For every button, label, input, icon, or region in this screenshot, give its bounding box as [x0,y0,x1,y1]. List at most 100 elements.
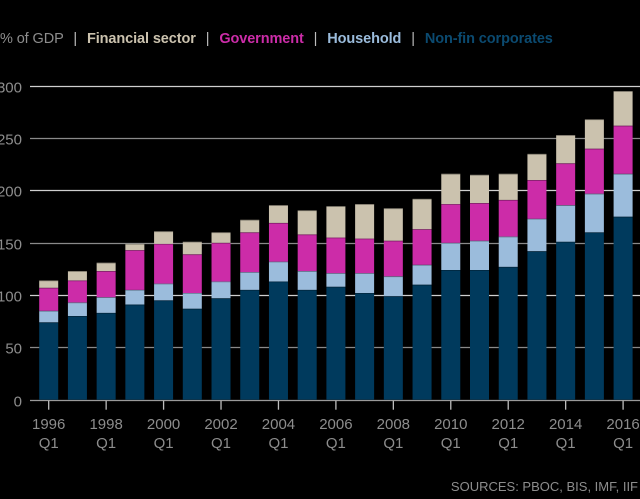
bar-segment-non-fin-corporates [96,312,116,400]
legend-item-non-fin-corporates: Non-fin corporates [424,31,553,47]
bar-segment-household [268,261,288,282]
x-tick-label-year: 2006 [319,416,352,433]
x-tick-label-year: 2012 [492,416,525,433]
bar-segment-government [39,287,59,311]
bar-segment-financial-sector [584,119,604,149]
bar-segment-financial-sector [470,174,489,204]
legend-unit-label: % of GDP [0,31,64,47]
y-axis-ticks: 0 50 100 150 200 250 300 [0,80,22,411]
bar-segment-non-fin-corporates [154,300,174,400]
bar-segment-household [96,297,116,313]
x-axis: 1996 Q1 1998 Q1 2000 Q1 2002 Q1 2004 Q1 2006 Q1 2008… [32,400,640,452]
bar-segment-financial-sector [96,262,116,272]
bar-segment-non-fin-corporates [39,322,59,400]
bar-stack [67,271,87,400]
bar-segment-household [613,173,633,217]
bar-stack [268,205,288,400]
y-tick-label: 100 [0,289,22,306]
x-tick-label-quarter: Q1 [383,435,403,452]
bar-segment-government [326,237,346,274]
bars [39,91,633,400]
bar-stack [39,280,59,400]
bar-segment-financial-sector [556,135,576,164]
bar-stack [412,198,432,400]
bar-segment-government [96,271,116,298]
x-tick-label-year: 2000 [147,416,180,433]
bar-segment-financial-sector [412,198,432,230]
bar-segment-government [584,148,604,194]
bar-stack [355,204,375,400]
legend-item-household: Household [327,31,402,47]
legend: % of GDP | Financial sector | Government… [0,31,553,47]
bar-segment-non-fin-corporates [556,241,576,400]
bar-stack [383,208,403,400]
bar-segment-government [240,232,260,273]
bar-segment-non-fin-corporates [326,286,346,400]
bar-segment-non-fin-corporates [441,269,461,400]
bar-segment-government [470,203,489,241]
legend-separator: | [313,31,318,47]
bar-segment-financial-sector [125,243,145,251]
bar-segment-household [412,264,432,285]
y-tick-label: 150 [0,237,22,254]
x-tick-label-year: 2008 [377,416,410,433]
y-tick-label: 50 [5,341,22,358]
bar-stack [125,243,145,400]
bar-segment-financial-sector [211,232,231,243]
bar-segment-government [383,240,403,277]
bar-segment-non-fin-corporates [67,316,87,400]
bar-segment-government [441,204,461,243]
bar-segment-non-fin-corporates [125,304,145,400]
bar-segment-financial-sector [154,231,174,244]
x-tick-label-quarter: Q1 [326,435,346,452]
bar-segment-non-fin-corporates [268,281,288,400]
bar-stack [182,241,202,400]
x-tick-label-year: 1996 [32,416,65,433]
bar-segment-household [584,193,604,233]
x-tick-label-year: 2016 [606,416,639,433]
bar-segment-financial-sector [383,208,403,241]
stacked-bar-chart: 0 50 100 150 200 250 300 1996 Q1 1998 Q1 2000 Q1 200… [0,80,640,452]
bar-segment-non-fin-corporates [470,269,489,400]
x-tick-label-quarter: Q1 [556,435,576,452]
bar-segment-non-fin-corporates [297,289,317,400]
bar-segment-household [498,236,518,267]
y-tick-label: 0 [14,394,22,411]
y-tick-label: 200 [0,184,22,201]
bar-segment-non-fin-corporates [584,232,604,400]
bar-segment-household [441,242,461,270]
bar-segment-financial-sector [527,153,547,181]
x-tick-label-year: 2014 [549,416,582,433]
bar-segment-financial-sector [67,271,87,281]
bar-segment-financial-sector [39,280,59,288]
x-tick-label-year: 2010 [434,416,467,433]
bar-segment-financial-sector [182,241,202,255]
x-tick-label-quarter: Q1 [441,435,461,452]
bar-segment-household [39,310,59,323]
bar-segment-government [297,234,317,272]
bar-segment-non-fin-corporates [498,266,518,400]
y-tick-label: 250 [0,132,22,149]
x-tick-label-quarter: Q1 [154,435,174,452]
bar-segment-government [154,243,174,284]
bar-segment-financial-sector [297,210,317,235]
bar-segment-government [211,242,231,282]
bar-segment-financial-sector [268,205,288,223]
x-tick-label-year: 1998 [89,416,122,433]
bar-segment-financial-sector [240,219,260,233]
bar-segment-government [527,180,547,219]
legend-item-government: Government [219,31,304,47]
bar-segment-household [383,276,403,297]
bar-stack [297,210,317,400]
bar-segment-non-fin-corporates [383,296,403,400]
bar-stack [96,262,116,400]
bar-stack [527,153,547,400]
bar-segment-government [182,254,202,294]
bar-segment-household [470,240,489,270]
bar-segment-government [268,222,288,262]
bar-stack [441,173,461,400]
x-tick-label-quarter: Q1 [268,435,288,452]
bar-segment-household [125,289,145,305]
x-tick-label-quarter: Q1 [39,435,59,452]
bar-stack [326,206,346,400]
